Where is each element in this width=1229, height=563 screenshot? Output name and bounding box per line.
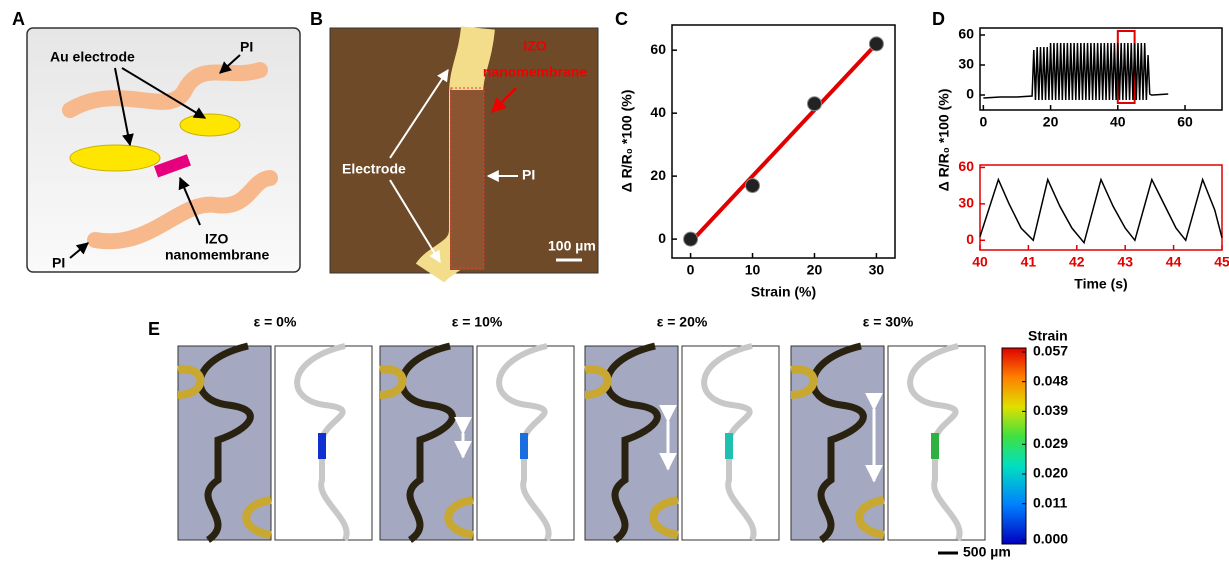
strain-label: ε = 30% [863,314,914,330]
label: IZO [523,38,546,54]
x-tick-label: 41 [1021,254,1037,270]
y-tick-label: 60 [650,41,666,57]
colorbar-title: Strain [1028,328,1068,344]
label: PI [240,39,253,55]
colorbar-tick-label: 0.011 [1033,494,1067,510]
x-tick-label: 20 [1043,114,1059,130]
label: PI [522,167,535,183]
data-line [983,43,1168,100]
y-tick-label: 60 [958,26,974,42]
label: PI [52,255,65,271]
data-point [746,179,760,193]
photo [178,346,271,540]
x-tick-label: 30 [869,262,885,278]
y-tick-label: 20 [650,167,666,183]
panel-b: IZO nanomembrane Electrode PI 100 µm [330,28,598,273]
x-axis-label: Strain (%) [751,284,816,300]
panel-label: A [12,9,25,29]
plot-frame [980,165,1222,250]
panel-e: 500 µm Strain ε = 0% ε = 10% ε = 20% ε = 30… [178,314,1068,560]
colorbar-tick-label: 0.000 [1033,531,1068,547]
colorbar-tick-label: 0.039 [1033,402,1068,418]
y-axis-label: Δ R/R₀ *100 (%) [619,90,635,193]
label: nanomembrane [483,64,587,80]
panel-a: Au electrode PI PI IZO nanomembrane [27,28,300,272]
y-tick-label: 0 [966,231,974,247]
colorbar-tick-label: 0.048 [1033,372,1068,388]
x-tick-label: 20 [807,262,823,278]
data-line [980,180,1222,243]
label: Electrode [342,161,406,177]
y-tick-label: 0 [966,86,974,102]
colorbar-tick-label: 0.029 [1033,435,1068,451]
colorbar-tick-label: 0.020 [1033,465,1068,481]
y-tick-label: 0 [658,230,666,246]
x-tick-label: 43 [1117,254,1133,270]
y-tick-label: 60 [958,158,974,174]
strain-region [725,433,733,459]
photo [791,346,884,540]
panel-label: D [932,9,945,29]
strain-label: ε = 10% [452,314,503,330]
panel-label: E [148,319,160,339]
scale-bar-label: 100 µm [548,238,596,254]
data-point [684,232,698,246]
photo [380,346,473,540]
strain-region [520,433,528,459]
x-axis-label: Time (s) [1074,276,1127,292]
label: Au electrode [50,49,135,65]
label: nanomembrane [165,247,269,263]
label: IZO [205,231,228,247]
x-tick-label: 0 [687,262,695,278]
scale-bar-label: 500 µm [963,544,1011,560]
x-tick-label: 40 [972,254,988,270]
photo [585,346,678,540]
y-tick-label: 40 [650,104,666,120]
data-point [869,37,883,51]
y-axis-label: Δ R/R₀ *100 (%) [936,89,952,192]
strain-region [931,433,939,459]
colorbar-tick-label: 0.057 [1033,343,1068,359]
fit-line [691,44,877,242]
strain-label: ε = 0% [254,314,297,330]
x-tick-label: 0 [979,114,987,130]
x-tick-label: 45 [1214,254,1229,270]
data-point [807,97,821,111]
panel-label: B [310,9,323,29]
x-tick-label: 40 [1110,114,1126,130]
figure: A B C D E Au electrode PI PI IZO nanomem… [0,0,1229,563]
x-tick-label: 60 [1177,114,1193,130]
x-tick-label: 42 [1069,254,1085,270]
x-tick-label: 10 [745,262,761,278]
y-tick-label: 30 [958,56,974,72]
strain-region [318,433,326,459]
x-tick-label: 44 [1166,254,1182,270]
strain-label: ε = 20% [657,314,708,330]
panel-label: C [615,9,628,29]
y-tick-label: 30 [958,195,974,211]
